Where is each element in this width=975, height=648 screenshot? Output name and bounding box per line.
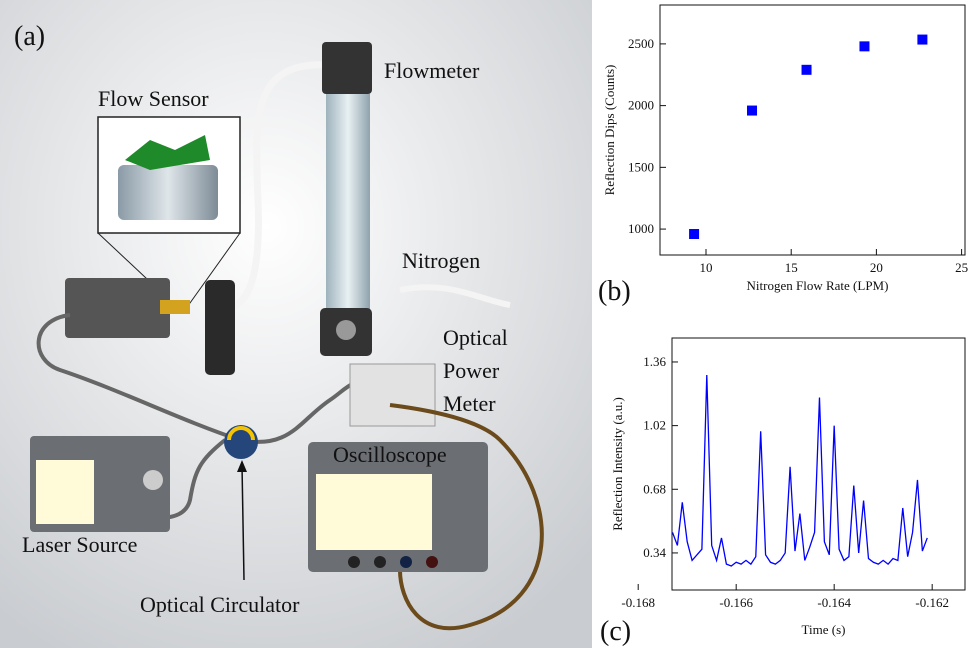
inset-line bbox=[184, 232, 241, 311]
x-tick-label: -0.162 bbox=[915, 595, 949, 610]
x-axis-label: Nitrogen Flow Rate (LPM) bbox=[747, 278, 889, 293]
x-tick-label: 20 bbox=[870, 260, 883, 275]
x-tick-label: -0.164 bbox=[817, 595, 851, 610]
x-axis-label: Time (s) bbox=[802, 622, 846, 637]
x-tick-label: 10 bbox=[700, 260, 713, 275]
x-tick-label: 15 bbox=[785, 260, 798, 275]
plot-frame bbox=[659, 4, 966, 256]
arrow-head bbox=[237, 460, 247, 472]
y-axis-label: Reflection Dips (Counts) bbox=[602, 65, 617, 196]
tube bbox=[399, 284, 511, 308]
line bbox=[671, 375, 928, 567]
fiber bbox=[36, 313, 376, 444]
knob bbox=[336, 320, 356, 340]
x-tick-label: -0.168 bbox=[621, 595, 655, 610]
fiber bbox=[389, 403, 544, 631]
panel-label: (a) bbox=[14, 21, 45, 52]
y-tick-label: 0.34 bbox=[643, 545, 666, 560]
point bbox=[801, 64, 812, 75]
sensor-rotor bbox=[125, 135, 210, 170]
label: Oscilloscope bbox=[333, 442, 447, 467]
label: Meter bbox=[443, 391, 496, 416]
label: Optical bbox=[443, 325, 508, 350]
y-tick-label: 2000 bbox=[628, 98, 654, 113]
point bbox=[689, 229, 700, 240]
label: Flow Sensor bbox=[98, 86, 209, 111]
label: Optical Circulator bbox=[140, 592, 300, 617]
point bbox=[859, 41, 870, 52]
label: Nitrogen bbox=[402, 248, 480, 273]
x-tick-label: 25 bbox=[955, 260, 968, 275]
circulator-mark bbox=[227, 426, 255, 441]
screen bbox=[36, 460, 94, 524]
y-tick-label: 1500 bbox=[628, 159, 654, 174]
flowmeter-cap bbox=[322, 42, 372, 94]
y-tick-label: 1.36 bbox=[643, 354, 666, 369]
label: Laser Source bbox=[22, 532, 137, 557]
arrow bbox=[241, 464, 245, 581]
tube bbox=[214, 61, 331, 314]
point bbox=[917, 34, 928, 45]
sensor-body bbox=[118, 165, 218, 220]
label: Flowmeter bbox=[384, 58, 480, 83]
port bbox=[400, 556, 412, 568]
panel-label: (b) bbox=[598, 276, 631, 307]
port bbox=[348, 556, 360, 568]
plot-frame bbox=[671, 337, 966, 591]
y-tick-label: 0.68 bbox=[643, 481, 666, 496]
y-tick-label: 2500 bbox=[628, 36, 654, 51]
fiber-holder bbox=[160, 300, 190, 314]
apparatus-diagram: (a) Flow Sensor Flowmeter Nitrogen Optic… bbox=[0, 0, 592, 648]
panel-label: (c) bbox=[600, 616, 631, 647]
point bbox=[747, 105, 758, 116]
power-meter bbox=[349, 363, 436, 427]
mount bbox=[65, 278, 170, 338]
y-tick-label: 1.02 bbox=[643, 418, 666, 433]
circulator bbox=[224, 425, 258, 459]
port bbox=[426, 556, 438, 568]
x-tick-label: -0.166 bbox=[719, 595, 753, 610]
sensor-holder bbox=[205, 280, 235, 375]
flowmeter-tube bbox=[326, 94, 370, 310]
y-axis-label: Reflection Intensity (a.u.) bbox=[610, 397, 625, 531]
label: Power bbox=[443, 358, 500, 383]
screen bbox=[316, 474, 432, 550]
port bbox=[374, 556, 386, 568]
knob bbox=[143, 470, 163, 490]
y-tick-label: 1000 bbox=[628, 221, 654, 236]
